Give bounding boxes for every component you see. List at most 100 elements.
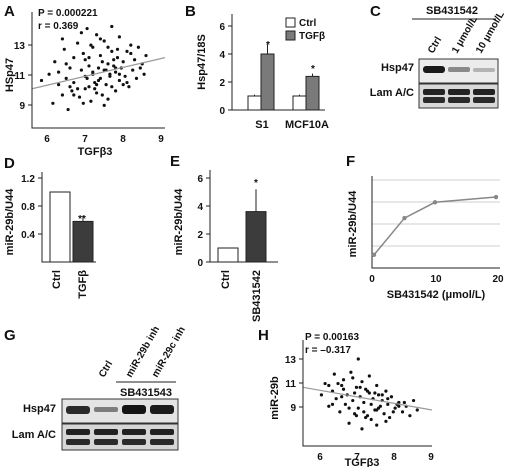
bar-e-sb bbox=[245, 211, 267, 263]
scatter-point-a bbox=[39, 78, 44, 83]
scatter-point-a bbox=[114, 89, 118, 93]
band-g-lam-2-top bbox=[94, 429, 118, 435]
scatter-point-a bbox=[95, 91, 99, 95]
scatter-point-a bbox=[144, 53, 148, 58]
stat-p-h: P = 0.00163 bbox=[305, 332, 359, 343]
scatter-point-a bbox=[106, 62, 110, 66]
panel-e: E 0 2 4 6 miR-29b/U44 * Ctrl SB431542 bbox=[170, 153, 278, 322]
scatter-point-a bbox=[68, 85, 72, 89]
band-g-lam-2-bottom bbox=[94, 439, 118, 445]
xtick-e-sb: SB431542 bbox=[251, 270, 263, 322]
ytick-b-2: 2 bbox=[219, 78, 225, 89]
scatter-point-a bbox=[138, 66, 142, 70]
blot-g-lam bbox=[61, 423, 179, 451]
scatter-point-h bbox=[336, 381, 340, 386]
scatter-point-a bbox=[60, 37, 64, 41]
scatter-point-h bbox=[402, 400, 406, 405]
ytick-e-6: 6 bbox=[197, 174, 203, 185]
panel-letter-g: G bbox=[4, 327, 16, 344]
scatter-point-h bbox=[327, 383, 331, 388]
xtick-h-8: 8 bbox=[391, 452, 397, 463]
stat-p-a: P = 0.000221 bbox=[38, 8, 98, 19]
scatter-point-a bbox=[125, 49, 129, 53]
lane-label-c-10: 10 μmol/L bbox=[474, 10, 507, 56]
xlabel-h: TGFβ3 bbox=[345, 457, 380, 467]
scatter-point-a bbox=[72, 93, 76, 97]
scatter-point-h bbox=[351, 398, 355, 403]
scatter-point-a bbox=[117, 72, 121, 76]
sig-b-mcf: * bbox=[311, 64, 315, 75]
band-g-lam-1-bottom bbox=[66, 439, 90, 445]
scatter-point-h bbox=[353, 391, 357, 395]
scatter-point-a bbox=[129, 51, 133, 56]
panel-g: G Ctrl miR-29b inh miR-29c inh SB431543 … bbox=[4, 324, 188, 451]
scatter-point-h bbox=[334, 397, 338, 401]
bar-b-s1-tgfb bbox=[260, 53, 275, 111]
panel-letter-h: H bbox=[258, 327, 269, 344]
treatment-label-c: SB431542 bbox=[426, 5, 478, 17]
scatter-point-a bbox=[95, 83, 99, 87]
legend-label-tgfb: TGFβ bbox=[299, 31, 325, 42]
band-c-hsp47-ctrl bbox=[423, 66, 445, 73]
scatter-point-a bbox=[81, 101, 85, 105]
xtick-e-ctrl: Ctrl bbox=[220, 270, 232, 289]
scatter-point-h bbox=[319, 393, 324, 397]
ytick-d-04: 0.4 bbox=[21, 230, 35, 241]
scatter-point-a bbox=[106, 45, 110, 49]
scatter-point-a bbox=[91, 45, 95, 49]
sig-d: ** bbox=[78, 214, 86, 225]
scatter-point-a bbox=[72, 80, 76, 85]
panel-letter-f: F bbox=[346, 153, 355, 170]
scatter-point-a bbox=[117, 35, 121, 39]
scatter-point-a bbox=[123, 74, 127, 78]
scatter-point-a bbox=[72, 56, 76, 60]
scatter-point-h bbox=[362, 410, 366, 414]
bar-d-tgfb bbox=[72, 220, 94, 263]
xtick-a-7: 7 bbox=[82, 134, 88, 145]
ylabel-b: Hsp47/18S bbox=[196, 34, 208, 90]
xlabel-f: SB431542 (μmol/L) bbox=[387, 289, 486, 301]
scatter-point-h bbox=[356, 406, 360, 410]
panel-d: D 1.2 0.8 0.4 miR-29b/U44 ** Ctrl TGFβ bbox=[4, 155, 96, 299]
ytick-e-4: 4 bbox=[197, 202, 203, 213]
scatter-point-a bbox=[87, 64, 91, 68]
ytick-e-2: 2 bbox=[197, 230, 203, 241]
scatter-point-a bbox=[64, 76, 68, 80]
bar-e-ctrl bbox=[217, 247, 239, 263]
scatter-point-h bbox=[376, 393, 381, 397]
scatter-point-a bbox=[131, 68, 135, 72]
band-g-lam-1-top bbox=[66, 429, 90, 435]
scatter-points-h bbox=[319, 357, 419, 431]
panel-letter-c: C bbox=[370, 3, 381, 20]
xtick-a-6: 6 bbox=[44, 134, 50, 145]
scatter-point-h bbox=[354, 414, 359, 418]
scatter-point-a bbox=[76, 41, 80, 45]
scatter-point-h bbox=[362, 400, 366, 405]
scatter-point-a bbox=[81, 51, 85, 56]
ytick-a-11: 11 bbox=[14, 71, 25, 82]
scatter-point-a bbox=[142, 72, 146, 76]
legend-swatch-ctrl bbox=[285, 17, 296, 28]
ylabel-f: miR-29b/U44 bbox=[347, 190, 359, 258]
trend-line-a bbox=[31, 57, 166, 90]
panel-letter-e: E bbox=[170, 153, 180, 170]
ylabel-h: miR-29b bbox=[269, 376, 281, 420]
scatter-point-h bbox=[330, 402, 335, 406]
scatter-point-a bbox=[95, 33, 99, 37]
sig-b-s1: * bbox=[266, 40, 270, 51]
ytick-e-0: 0 bbox=[197, 258, 203, 269]
scatter-point-a bbox=[93, 80, 97, 85]
xtick-h-9: 9 bbox=[428, 452, 434, 463]
line-point-f bbox=[432, 200, 438, 205]
xtick-d-ctrl: Ctrl bbox=[51, 270, 63, 289]
bar-d-ctrl bbox=[49, 191, 71, 263]
axes-h bbox=[302, 340, 432, 447]
trend-line-h bbox=[302, 386, 433, 411]
scatter-point-a bbox=[121, 60, 125, 64]
scatter-point-a bbox=[68, 66, 72, 70]
band-c-lam-ctrl-bottom bbox=[423, 97, 445, 103]
scatter-point-a bbox=[110, 85, 114, 89]
scatter-point-a bbox=[47, 72, 51, 76]
scatter-point-h bbox=[340, 383, 344, 388]
row-label-c-hsp47: Hsp47 bbox=[381, 62, 414, 74]
